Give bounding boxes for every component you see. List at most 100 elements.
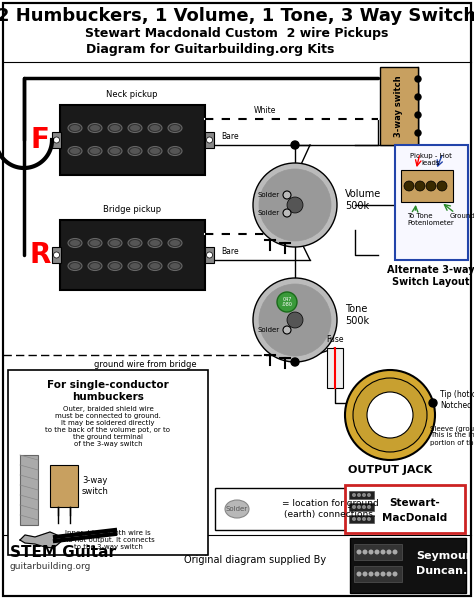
Bar — [349, 491, 374, 499]
Text: ground wire from bridge: ground wire from bridge — [94, 360, 196, 369]
Polygon shape — [20, 532, 63, 548]
Ellipse shape — [128, 238, 142, 247]
Ellipse shape — [110, 263, 120, 269]
Ellipse shape — [90, 240, 100, 246]
Circle shape — [363, 571, 367, 576]
Circle shape — [54, 137, 60, 143]
Bar — [354, 566, 402, 582]
Ellipse shape — [225, 500, 249, 518]
Ellipse shape — [170, 263, 180, 269]
Circle shape — [392, 571, 398, 576]
Text: Ground: Ground — [450, 213, 474, 219]
Ellipse shape — [170, 240, 180, 246]
Text: Pickup - Hot
leads: Pickup - Hot leads — [410, 153, 452, 166]
Ellipse shape — [88, 238, 102, 247]
Ellipse shape — [68, 262, 82, 271]
Bar — [205, 132, 214, 148]
Text: 3-way
switch: 3-way switch — [82, 476, 109, 496]
Ellipse shape — [108, 238, 122, 247]
Text: Outer, braided shield wire
must be connected to ground.
It may be soldered direc: Outer, braided shield wire must be conne… — [46, 406, 171, 447]
Circle shape — [429, 399, 437, 407]
Text: Stewart-: Stewart- — [390, 498, 440, 508]
Ellipse shape — [150, 263, 160, 269]
Text: Stewart Macdonald Custom  2 wire Pickups: Stewart Macdonald Custom 2 wire Pickups — [85, 28, 389, 41]
Ellipse shape — [148, 262, 162, 271]
Bar — [350, 538, 466, 593]
Text: Duncan.: Duncan. — [416, 566, 467, 576]
Ellipse shape — [128, 147, 142, 156]
Ellipse shape — [68, 238, 82, 247]
Ellipse shape — [108, 262, 122, 271]
Bar — [52, 247, 61, 263]
Text: STEM Guitar: STEM Guitar — [10, 545, 116, 560]
Circle shape — [363, 549, 367, 555]
Circle shape — [368, 571, 374, 576]
Text: Bare: Bare — [221, 247, 239, 256]
Ellipse shape — [88, 262, 102, 271]
Bar — [205, 247, 214, 263]
Ellipse shape — [90, 125, 100, 131]
Circle shape — [386, 571, 392, 576]
Text: Bare: Bare — [221, 132, 239, 141]
Ellipse shape — [168, 262, 182, 271]
Text: Diagram for Guitarbuilding.org Kits: Diagram for Guitarbuilding.org Kits — [86, 44, 334, 56]
Bar — [327, 348, 343, 388]
Bar — [52, 132, 61, 148]
Circle shape — [392, 549, 398, 555]
Text: Solder: Solder — [258, 327, 280, 333]
Circle shape — [253, 278, 337, 362]
Ellipse shape — [148, 147, 162, 156]
Ellipse shape — [168, 123, 182, 132]
Ellipse shape — [70, 240, 80, 246]
Text: MacDonald: MacDonald — [383, 513, 447, 523]
Text: Tip (hot output)
Notched: Tip (hot output) Notched — [440, 391, 474, 410]
Ellipse shape — [128, 262, 142, 271]
Text: Inner, black cloth wire is
the hot output. It connects
to the 3-way switch: Inner, black cloth wire is the hot outpu… — [61, 530, 155, 550]
Ellipse shape — [130, 263, 140, 269]
Text: To Tone
Poteniometer: To Tone Poteniometer — [407, 213, 454, 226]
Circle shape — [259, 284, 331, 356]
Bar — [349, 503, 374, 511]
Ellipse shape — [150, 148, 160, 154]
Ellipse shape — [90, 263, 100, 269]
Text: Bridge pickup: Bridge pickup — [103, 205, 161, 214]
Circle shape — [362, 517, 366, 521]
Ellipse shape — [168, 238, 182, 247]
Circle shape — [381, 549, 385, 555]
Circle shape — [381, 571, 385, 576]
Circle shape — [356, 571, 362, 576]
Circle shape — [426, 181, 436, 191]
Circle shape — [352, 505, 356, 509]
Text: Solder: Solder — [226, 506, 248, 512]
Bar — [395, 145, 468, 260]
Text: Volume
500k: Volume 500k — [345, 189, 381, 211]
Ellipse shape — [110, 148, 120, 154]
Ellipse shape — [110, 125, 120, 131]
Circle shape — [437, 181, 447, 191]
Circle shape — [352, 493, 356, 497]
Circle shape — [291, 141, 299, 149]
Text: 047
.080: 047 .080 — [282, 297, 292, 307]
Bar — [50, 465, 78, 507]
Circle shape — [287, 197, 303, 213]
Ellipse shape — [168, 147, 182, 156]
Circle shape — [367, 392, 413, 438]
Text: Sleeve (ground).
This is the inner, circular
portion of the jack: Sleeve (ground). This is the inner, circ… — [430, 425, 474, 446]
Ellipse shape — [148, 123, 162, 132]
Text: R: R — [29, 241, 51, 269]
Circle shape — [291, 358, 299, 366]
Circle shape — [287, 312, 303, 328]
Ellipse shape — [170, 125, 180, 131]
Bar — [60, 220, 205, 290]
Bar — [215, 488, 410, 530]
Circle shape — [283, 209, 291, 217]
Text: Solder: Solder — [258, 192, 280, 198]
Text: 2 Humbuckers, 1 Volume, 1 Tone, 3 Way Switch: 2 Humbuckers, 1 Volume, 1 Tone, 3 Way Sw… — [0, 7, 474, 25]
Ellipse shape — [70, 263, 80, 269]
Circle shape — [353, 378, 427, 452]
Circle shape — [404, 181, 414, 191]
Ellipse shape — [68, 147, 82, 156]
Circle shape — [415, 181, 425, 191]
Bar — [349, 515, 374, 523]
Ellipse shape — [88, 147, 102, 156]
